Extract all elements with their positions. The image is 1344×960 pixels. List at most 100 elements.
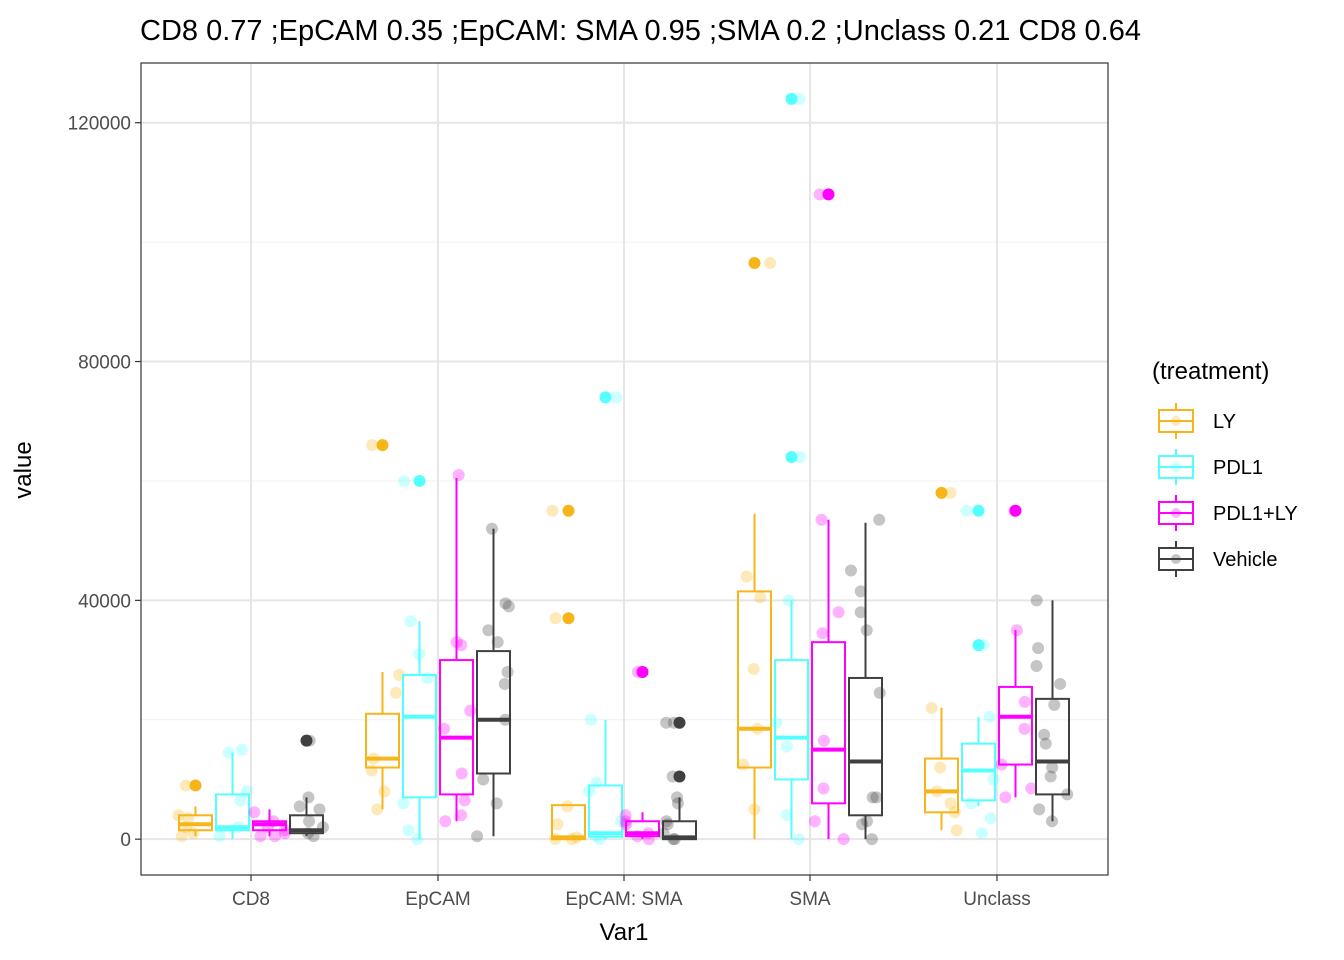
jitter-point: [1038, 728, 1051, 741]
box: [924, 757, 959, 814]
jitter-point: [1061, 788, 1074, 801]
jitter-point: [213, 830, 226, 843]
y-tick-label: 120000: [68, 114, 131, 135]
jitter-point: [485, 522, 498, 535]
jitter-point: [316, 821, 329, 834]
jitter-point: [1054, 677, 1067, 690]
jitter-point: [367, 752, 380, 765]
outlier-point: [376, 439, 389, 452]
legend-key-vehicle: Vehicle: [1158, 541, 1278, 577]
jitter-point: [837, 833, 850, 846]
jitter-point: [549, 612, 562, 625]
x-axis-title: Var1: [600, 919, 649, 946]
jitter-point: [491, 636, 504, 649]
jitter-point: [551, 818, 564, 831]
legend-point: [1171, 416, 1181, 426]
jitter-point: [660, 815, 673, 828]
jitter-point: [944, 797, 957, 810]
jitter-point: [490, 797, 503, 810]
jitter-point: [1018, 722, 1031, 735]
jitter-point: [631, 666, 644, 678]
jitter-point: [764, 257, 777, 270]
jitter-point: [615, 815, 628, 828]
jitter-point: [671, 797, 684, 810]
jitter-point: [482, 624, 495, 637]
jitter-point: [975, 827, 988, 840]
jitter-point: [666, 770, 679, 783]
jitter-point: [303, 815, 316, 828]
y-axis-title: value: [10, 441, 37, 498]
outlier-point: [972, 639, 985, 652]
jitter-point: [995, 758, 1008, 771]
jitter-point: [458, 794, 471, 807]
jitter-point: [860, 815, 873, 828]
legend-point: [1171, 508, 1181, 518]
outlier-point: [300, 734, 313, 747]
jitter-point: [740, 570, 753, 583]
jitter-point: [782, 594, 795, 607]
jitter-point: [477, 773, 490, 786]
series-pdl1: [213, 92, 1000, 846]
jitter-point: [179, 779, 192, 792]
jitter-point: [499, 597, 512, 610]
jitter-point: [565, 833, 578, 846]
box: [476, 650, 511, 775]
jitter-point: [610, 391, 623, 404]
jitter-point: [816, 627, 829, 640]
legend-point: [1171, 462, 1181, 472]
jitter-point: [179, 821, 192, 834]
y-tick-label: 40000: [78, 591, 131, 612]
jitter-point: [780, 809, 793, 822]
jitter-point: [780, 740, 793, 753]
jitter-point: [501, 666, 514, 678]
outlier-point: [785, 92, 798, 105]
jitter-point: [619, 809, 632, 822]
chart-title: CD8 0.77 ;EpCAM 0.35 ;EpCAM: SMA 0.95 ;S…: [140, 15, 1141, 47]
jitter-point: [960, 504, 973, 517]
jitter-point: [1008, 504, 1021, 517]
box: [289, 814, 324, 835]
jitter-point: [736, 758, 749, 771]
jitter-point: [983, 710, 996, 723]
outlier-point: [673, 770, 686, 783]
jitter-point: [261, 821, 274, 834]
y-tick-label: 80000: [78, 353, 131, 374]
outlier-point: [972, 504, 985, 517]
jitter-point: [748, 803, 761, 816]
jitter-point: [307, 830, 320, 843]
jitter-point: [585, 713, 598, 726]
outlier-point: [935, 486, 948, 499]
jitter-point: [235, 743, 248, 756]
outlier-point: [673, 716, 686, 729]
jitter-point: [397, 797, 410, 810]
jitter-point: [854, 585, 867, 598]
jitter-point: [1025, 782, 1038, 795]
jitter-point: [1030, 660, 1043, 673]
jitter-point: [751, 722, 764, 735]
jitter-point: [817, 782, 830, 795]
jitter-point: [1010, 624, 1023, 637]
outlier-point: [189, 779, 202, 792]
jitter-point: [984, 812, 997, 825]
jitter-point: [866, 791, 879, 804]
jitter-point: [856, 818, 869, 831]
x-tick-label: EpCAM: [405, 889, 470, 910]
jitter-point: [620, 818, 633, 831]
legend-point: [1171, 554, 1181, 564]
jitter-point: [1030, 594, 1043, 607]
jitter-point: [302, 827, 315, 840]
jitter-point: [1048, 698, 1061, 711]
jitter-point: [371, 803, 384, 816]
jitter-point: [1039, 737, 1052, 750]
jitter-point: [832, 606, 845, 619]
x-tick-label: Unclass: [963, 889, 1031, 910]
outlier-point: [1009, 504, 1022, 517]
jitter-point: [231, 821, 244, 834]
jitter-point: [278, 824, 291, 837]
jitter-point: [948, 806, 961, 819]
x-tick-label: EpCAM: SMA: [565, 889, 683, 910]
box: [774, 659, 809, 781]
box: [998, 685, 1033, 766]
box: [215, 793, 250, 832]
